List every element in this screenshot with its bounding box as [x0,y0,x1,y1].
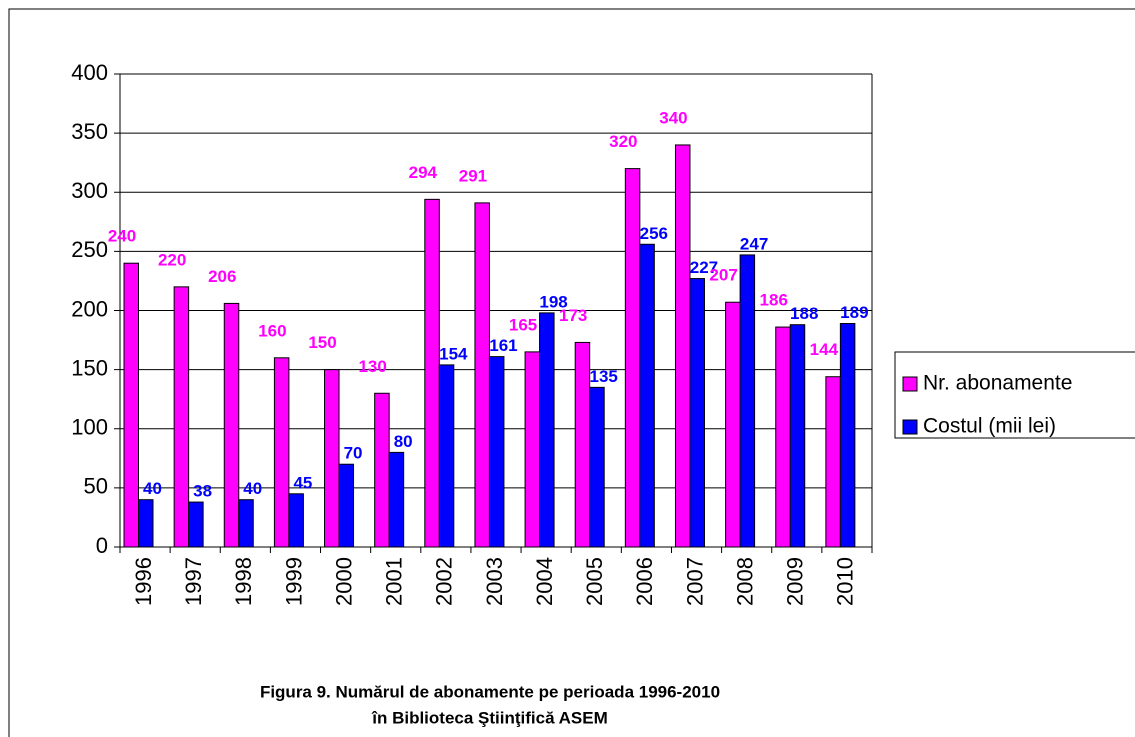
y-tick-label: 400 [71,60,108,85]
value-label: 189 [840,303,868,322]
value-label: 154 [439,344,468,363]
value-label: 165 [509,315,537,334]
value-label: 161 [489,336,517,355]
bar [739,254,756,548]
x-tick-label: 2000 [331,557,356,606]
y-tick-label: 300 [71,178,108,203]
value-label: 135 [590,367,618,386]
value-label: 291 [459,166,487,185]
chart-border [8,8,1135,737]
x-tick-label: 2008 [732,557,757,606]
bar [574,341,591,548]
value-label: 40 [143,479,162,498]
x-tick-label: 2009 [783,557,808,606]
bar [388,451,405,548]
bar [674,144,691,548]
bar [438,364,455,548]
y-tick-label: 150 [71,355,108,380]
legend-swatch [902,419,918,435]
bar [725,301,741,548]
y-tick-label: 100 [71,415,108,440]
value-label: 45 [293,473,312,492]
bar [173,286,190,548]
value-label: 38 [193,482,212,501]
legend-box [894,351,1135,439]
value-label: 320 [609,132,637,151]
value-label: 207 [709,266,737,285]
x-tick-label: 2001 [382,557,407,606]
value-label: 247 [740,234,768,253]
value-label: 227 [690,258,718,277]
y-tick-label: 350 [71,119,108,144]
value-label: 198 [539,292,567,311]
bar [324,369,340,548]
x-tick-label: 2002 [432,557,457,606]
x-tick-label: 2007 [682,557,707,606]
value-label: 206 [208,267,236,286]
value-label: 173 [559,306,587,325]
legend-swatch [902,376,918,392]
chart-subtitle: în Biblioteca Ştiinţifică ASEM [371,708,608,727]
bar [223,302,240,548]
value-label: 340 [659,108,687,127]
legend-label: Nr. abonamente [923,372,1072,395]
bar [524,351,541,548]
value-label: 130 [358,357,386,376]
bar [273,357,290,548]
bar [288,493,304,548]
x-tick-label: 1996 [131,557,156,606]
bar [775,326,791,548]
legend-label: Costul (mii lei) [923,415,1056,438]
x-tick-label: 1998 [231,557,256,606]
bar [539,312,555,548]
x-tick-label: 2004 [532,557,557,606]
value-label: 188 [790,304,818,323]
y-tick-label: 50 [84,474,108,499]
bar [589,386,605,548]
bar [188,501,204,548]
bar [488,356,505,548]
value-label: 40 [243,479,262,498]
y-tick-label: 0 [96,533,108,558]
x-tick-label: 2006 [632,557,657,606]
value-label: 294 [409,163,438,182]
bar [238,499,254,548]
bar [474,202,490,548]
bar [825,376,841,548]
value-label: 150 [308,333,336,352]
value-label: 220 [158,250,186,269]
value-label: 70 [344,444,363,463]
value-label: 160 [258,321,286,340]
x-tick-label: 2003 [482,557,507,606]
x-tick-label: 2005 [582,557,607,606]
value-label: 186 [760,291,788,310]
chart-title: Figura 9. Numărul de abonamente pe perio… [260,682,720,701]
value-label: 240 [108,227,136,246]
bar [424,198,440,548]
bar [789,324,806,548]
bar [374,392,390,548]
value-label: 144 [810,340,839,359]
value-label: 80 [394,432,413,451]
value-label: 256 [640,224,668,243]
y-tick-label: 200 [71,296,108,321]
y-tick-label: 250 [71,237,108,262]
bar [338,463,355,548]
bar [639,243,655,548]
x-tick-label: 2010 [833,557,858,606]
bar [624,168,641,548]
bar [839,323,856,548]
bar [689,278,705,548]
x-tick-label: 1999 [281,557,306,606]
x-tick-label: 1997 [181,557,206,606]
bar [123,262,139,548]
bar [138,499,154,548]
